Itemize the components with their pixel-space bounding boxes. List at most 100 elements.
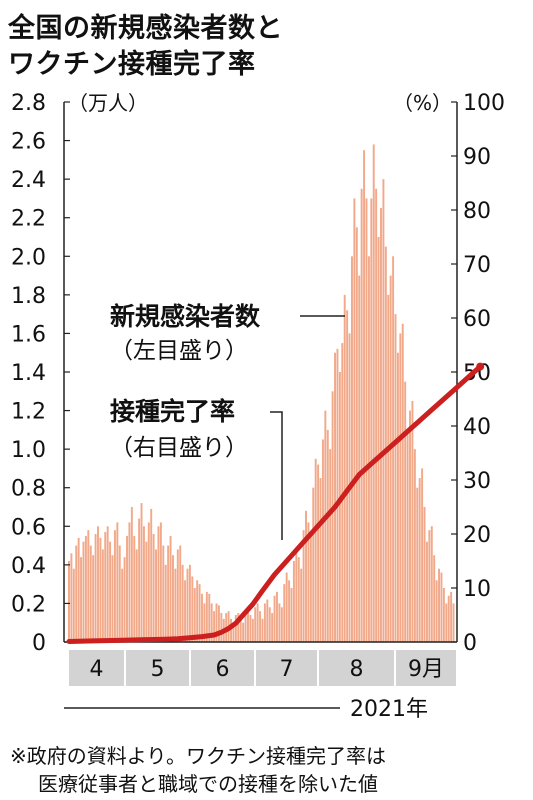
right-tick-label: 60 — [463, 307, 491, 332]
case-bar — [440, 572, 443, 642]
case-bar — [430, 526, 433, 642]
case-bar — [123, 557, 126, 642]
case-bar — [239, 618, 242, 642]
case-bar — [172, 555, 174, 642]
case-bar — [438, 568, 441, 642]
case-bar — [276, 591, 278, 642]
case-bar — [167, 545, 170, 642]
case-bar — [406, 429, 409, 642]
case-bar — [138, 518, 141, 642]
case-bar — [409, 410, 411, 642]
month-band-cell — [191, 650, 254, 686]
case-bar — [249, 615, 252, 642]
month-band-cell — [126, 650, 189, 686]
case-bar — [181, 564, 184, 642]
case-bar — [411, 400, 414, 642]
case-bar — [70, 553, 73, 642]
case-bar — [288, 580, 291, 642]
case-bar — [203, 603, 206, 642]
case-bar — [290, 588, 293, 642]
case-bar — [387, 294, 390, 642]
label-vaccine-axis: （右目盛り） — [110, 435, 248, 461]
case-bar — [341, 343, 344, 642]
case-bar — [336, 348, 339, 642]
case-bar — [334, 352, 336, 642]
case-bar — [145, 541, 148, 642]
case-bar — [164, 564, 167, 642]
right-tick-label: 20 — [463, 523, 491, 548]
case-bar — [285, 572, 288, 642]
left-tick-label: 1.4 — [11, 361, 46, 386]
right-tick-label: 40 — [463, 415, 491, 440]
case-bar — [121, 568, 124, 642]
case-bar — [72, 568, 75, 642]
case-bar — [319, 478, 322, 642]
case-bar — [452, 603, 455, 642]
label-vaccine-name: 接種完了率 — [110, 397, 235, 426]
case-bar — [217, 605, 220, 642]
case-bar — [246, 607, 249, 642]
case-bar — [280, 607, 283, 642]
case-bar — [213, 611, 216, 642]
right-tick-label: 80 — [463, 199, 491, 224]
case-bar — [278, 603, 281, 642]
case-bar — [89, 545, 92, 642]
case-bar — [256, 603, 259, 642]
left-tick-label: 1.0 — [11, 438, 46, 463]
case-bar — [155, 549, 158, 642]
case-bar — [384, 246, 387, 642]
case-bar — [198, 584, 201, 642]
case-bar — [317, 464, 320, 642]
left-tick-label: 1.6 — [11, 322, 46, 347]
case-bar — [447, 595, 450, 642]
left-tick-label: 0.8 — [11, 477, 46, 502]
case-bar — [133, 535, 136, 642]
source-note-line-1: ※政府の資料より。ワクチン接種完了率は — [10, 744, 386, 768]
case-bar — [159, 522, 162, 642]
case-bar — [193, 588, 196, 642]
case-bar — [113, 530, 116, 642]
case-bar — [309, 534, 312, 642]
year-label: 2021年 — [350, 697, 428, 722]
left-tick-label: 2.2 — [11, 207, 46, 232]
case-bar — [382, 179, 385, 642]
case-bar — [150, 508, 153, 642]
label-cases-name: 新規感染者数 — [110, 302, 261, 331]
case-bar — [266, 599, 269, 642]
leader-vaccine — [270, 411, 283, 540]
case-bar — [358, 275, 361, 642]
case-bar — [184, 580, 187, 642]
case-bar — [254, 607, 257, 642]
case-bar — [399, 333, 402, 642]
case-bar — [307, 522, 310, 642]
case-bar — [321, 439, 324, 642]
case-bar — [360, 188, 363, 643]
left-tick-label: 0 — [32, 631, 46, 656]
case-bar — [418, 478, 421, 642]
case-bar — [201, 593, 203, 642]
case-bar — [176, 549, 179, 642]
case-bar — [130, 507, 133, 642]
chart-title-line-1: 全国の新規感染者数と — [8, 13, 283, 44]
vaccine-line-endpoint — [476, 362, 485, 371]
case-bar — [263, 603, 266, 642]
case-bar — [350, 256, 353, 642]
bar-series-cases — [68, 144, 455, 643]
case-bar — [377, 237, 380, 642]
case-bar — [292, 561, 295, 642]
case-bar — [230, 618, 232, 642]
case-bar — [92, 555, 95, 642]
case-bar — [94, 534, 97, 642]
case-bar — [297, 557, 300, 642]
case-bar — [367, 256, 370, 642]
case-bar — [244, 613, 247, 642]
case-bar — [365, 198, 368, 642]
case-bar — [324, 410, 327, 642]
case-bar — [413, 449, 416, 642]
case-bar — [401, 323, 404, 642]
case-bar — [75, 545, 78, 642]
right-tick-label: 10 — [463, 577, 491, 602]
case-bar — [394, 314, 397, 642]
case-bar — [104, 532, 107, 642]
